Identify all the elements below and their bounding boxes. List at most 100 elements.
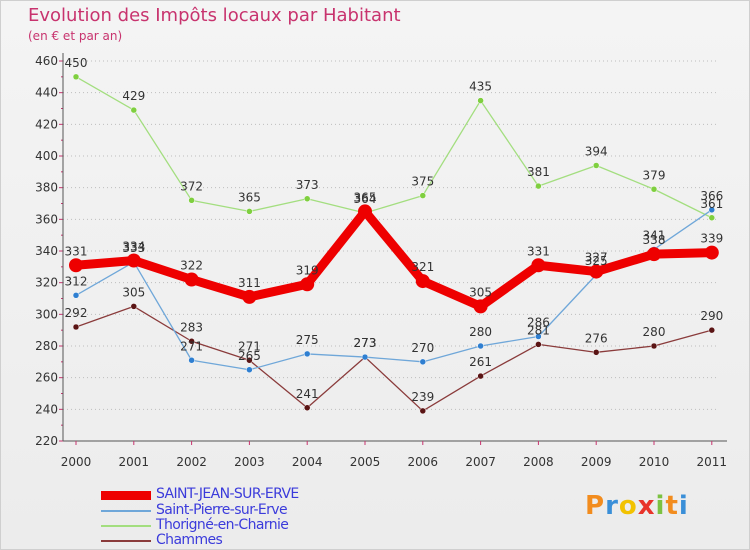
- data-point: [419, 407, 427, 415]
- data-point: [708, 214, 716, 221]
- y-tick-label: 320: [35, 276, 58, 290]
- data-point: [650, 342, 658, 350]
- data-label: 373: [296, 178, 319, 192]
- y-tick-label: 280: [35, 339, 58, 353]
- data-label: 286: [527, 316, 550, 330]
- series-line: [75, 206, 712, 311]
- x-tick-label: 2006: [408, 455, 439, 469]
- data-label: 276: [585, 331, 608, 345]
- y-tick-label: 220: [35, 434, 58, 448]
- data-point: [358, 204, 372, 219]
- x-tick-label: 2003: [234, 455, 265, 469]
- data-label: 273: [354, 336, 377, 350]
- data-label: 331: [527, 244, 550, 258]
- data-label: 375: [411, 175, 434, 189]
- data-label: 429: [122, 89, 145, 103]
- data-label: 261: [469, 355, 492, 369]
- data-point: [130, 106, 138, 114]
- data-point: [535, 333, 542, 340]
- data-label: 450: [65, 56, 88, 70]
- data-label: 341: [643, 228, 666, 242]
- data-point: [72, 73, 80, 81]
- data-label: 271: [180, 339, 203, 353]
- data-point: [419, 192, 427, 199]
- x-tick-label: 2008: [523, 455, 554, 469]
- data-label: 281: [527, 323, 550, 337]
- data-label: 325: [585, 254, 608, 268]
- data-label: 321: [411, 260, 434, 274]
- data-point: [242, 289, 257, 304]
- data-label: 366: [700, 189, 723, 203]
- data-point: [126, 253, 141, 268]
- data-label: 319: [296, 263, 319, 277]
- data-label: 270: [411, 341, 434, 355]
- x-tick-label: 2000: [61, 455, 92, 469]
- data-label: 305: [122, 285, 145, 299]
- axes: 220 240 260 280 300 320 340 360 380 400 420 440 460 2…: [35, 53, 727, 469]
- data-point: [246, 366, 253, 373]
- y-tick-label: 260: [35, 371, 58, 385]
- data-label: 273: [354, 336, 377, 350]
- data-point: [188, 338, 195, 345]
- data-label: 327: [585, 251, 608, 265]
- data-point: [69, 258, 83, 273]
- data-point: [72, 292, 80, 299]
- x-tick-label: 2001: [119, 455, 150, 469]
- data-point: [188, 197, 195, 204]
- data-label: 334: [122, 240, 145, 254]
- x-tick-label: 2007: [465, 455, 496, 469]
- data-label: 280: [469, 325, 492, 339]
- logo-letter: r: [605, 491, 619, 521]
- y-tick-label: 420: [35, 117, 58, 131]
- logo-letter: x: [637, 491, 656, 521]
- data-point: [589, 264, 604, 279]
- data-label: 372: [180, 179, 203, 193]
- data-point: [246, 208, 253, 215]
- data-label: 265: [238, 349, 261, 363]
- series-line: [75, 305, 712, 412]
- data-point: [415, 274, 430, 289]
- legend-swatch: [101, 540, 151, 542]
- proxiti-logo: Proxiti: [585, 491, 689, 521]
- data-point: [246, 357, 253, 364]
- legend-label: Thorigné-en-Charnie: [156, 517, 289, 533]
- logo-letter: i: [678, 491, 689, 521]
- y-tick-label: 300: [35, 307, 58, 321]
- logo-letter: P: [585, 491, 606, 521]
- data-point: [300, 277, 315, 292]
- data-label: 241: [296, 387, 319, 401]
- data-label: 338: [643, 233, 666, 247]
- logo-letter: i: [655, 491, 666, 521]
- x-tick-label: 2009: [581, 455, 612, 469]
- chart-title: Evolution des Impôts locaux par Habitant: [28, 5, 401, 26]
- data-label: 331: [65, 244, 88, 258]
- data-point: [303, 195, 311, 202]
- logo-letter: t: [665, 491, 679, 521]
- data-point: [303, 350, 311, 358]
- data-label: 379: [643, 168, 666, 182]
- grid-lines: [63, 60, 717, 442]
- data-label: 365: [238, 190, 261, 204]
- data-label: 312: [65, 274, 88, 288]
- legend-label: Saint-Pierre-sur-Erve: [156, 502, 288, 518]
- data-label: 311: [238, 276, 261, 290]
- y-tick-label: 440: [35, 86, 58, 100]
- data-point: [477, 372, 484, 380]
- data-label: 394: [585, 145, 608, 159]
- logo-letter: o: [618, 491, 638, 521]
- x-tick-label: 2002: [176, 455, 207, 469]
- series-lines: [69, 73, 719, 415]
- data-label: 290: [700, 309, 723, 323]
- data-point: [647, 247, 661, 262]
- data-label: 339: [700, 232, 723, 246]
- x-tick-label: 2011: [697, 455, 728, 469]
- y-tick-label: 460: [35, 54, 58, 68]
- data-point: [473, 299, 488, 314]
- data-label: 381: [527, 165, 550, 179]
- legend-swatch: [101, 510, 151, 512]
- y-tick-label: 400: [35, 149, 58, 163]
- data-point: [531, 258, 546, 273]
- data-point: [704, 245, 719, 260]
- data-label: 275: [296, 333, 319, 347]
